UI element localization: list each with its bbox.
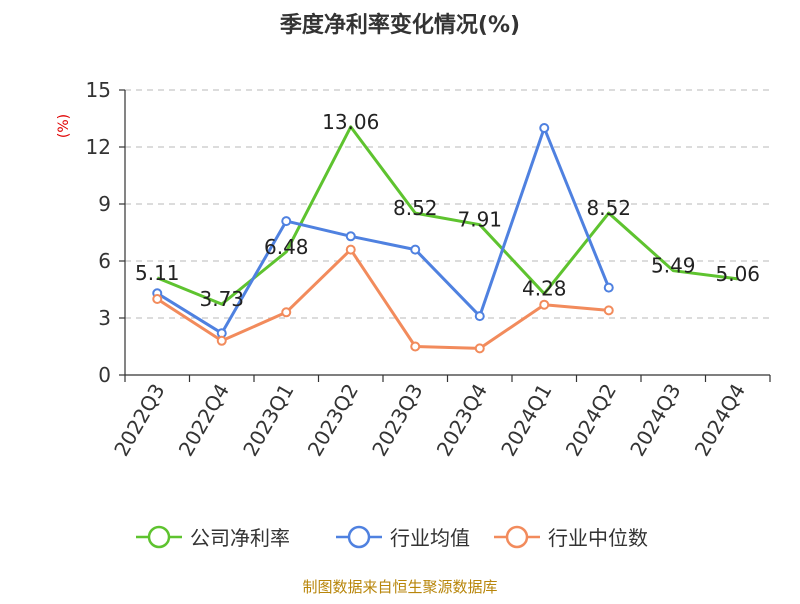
y-tick-label: 15 [86,78,111,102]
legend: 公司净利率 行业均值 行业中位数 [136,525,648,550]
x-tick-label: 2024Q3 [625,380,685,461]
y-tick-label: 3 [98,306,111,330]
x-tick-label: 2024Q2 [561,380,621,461]
legend-label: 公司净利率 [190,526,290,550]
data-point [474,343,485,354]
legend-label: 行业均值 [390,526,470,550]
data-label: 4.28 [522,277,567,301]
legend-marker-icon [347,525,371,549]
series-line [156,248,609,350]
data-point [603,282,614,293]
y-tick-label: 12 [86,135,111,159]
series-2 [152,244,614,354]
series-layer [152,123,738,354]
series-line [156,126,611,335]
y-tick-label: 9 [98,192,111,216]
data-label: 5.06 [715,262,760,286]
data-point [410,341,421,352]
data-point [539,299,550,310]
data-point [345,231,356,242]
data-point [281,216,292,227]
legend-item[interactable]: 公司净利率 [136,525,290,550]
data-label: 5.49 [651,254,696,278]
data-point [474,311,485,322]
legend-item[interactable]: 行业中位数 [494,525,648,550]
series-1 [152,123,614,339]
x-tick-label: 2023Q2 [303,380,363,461]
data-point [281,307,292,318]
data-label-layer: 5.11 3.73 6.48 13.06 8.52 7.91 4.28 8.52 5.49 5.0… [135,110,760,311]
y-tick-label: 0 [98,363,111,387]
legend-marker-icon [147,525,171,549]
x-tick-label: 2023Q3 [367,380,427,461]
legend-label: 行业中位数 [548,526,648,550]
chart-title: 季度净利率变化情况(%) [280,12,520,38]
x-tick-label: 2022Q3 [109,380,169,461]
x-tick-label: 2024Q1 [496,380,556,461]
x-tick-label: 2024Q4 [690,380,750,461]
data-point [603,305,614,316]
data-source-note: 制图数据来自恒生聚源数据库 [302,578,497,596]
x-tick-label: 2022Q4 [174,380,234,461]
legend-item[interactable]: 行业均值 [336,525,470,550]
data-point [410,244,421,255]
data-label: 8.52 [586,196,631,220]
data-label: 3.73 [199,287,244,311]
grid-layer [125,89,770,319]
legend-marker-icon [505,525,529,549]
data-label: 7.91 [457,208,502,232]
data-point [216,335,227,346]
data-label: 5.11 [135,261,180,285]
data-point [345,244,356,255]
data-label: 6.48 [264,235,309,259]
y-tick-label: 6 [98,249,111,273]
data-point [152,294,163,304]
x-tick-label: 2023Q4 [432,380,492,461]
y-axis-unit-label: (%) [56,114,72,138]
data-label: 8.52 [393,196,438,220]
x-tick-label: 2023Q1 [238,380,298,461]
data-point [539,123,550,133]
data-label: 13.06 [322,110,379,134]
